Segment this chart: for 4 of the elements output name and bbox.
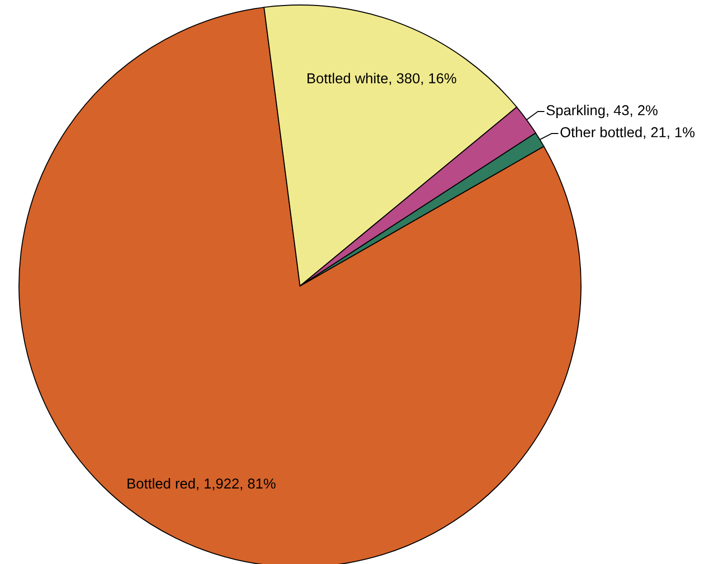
slice-label: Sparkling, 43, 2%	[546, 104, 658, 118]
slice-label: Bottled red, 1,922, 81%	[128, 478, 276, 490]
slice-label: Bottled white, 380, 16%	[308, 72, 456, 86]
slice-label: Other bottled, 21, 1%	[560, 126, 695, 139]
